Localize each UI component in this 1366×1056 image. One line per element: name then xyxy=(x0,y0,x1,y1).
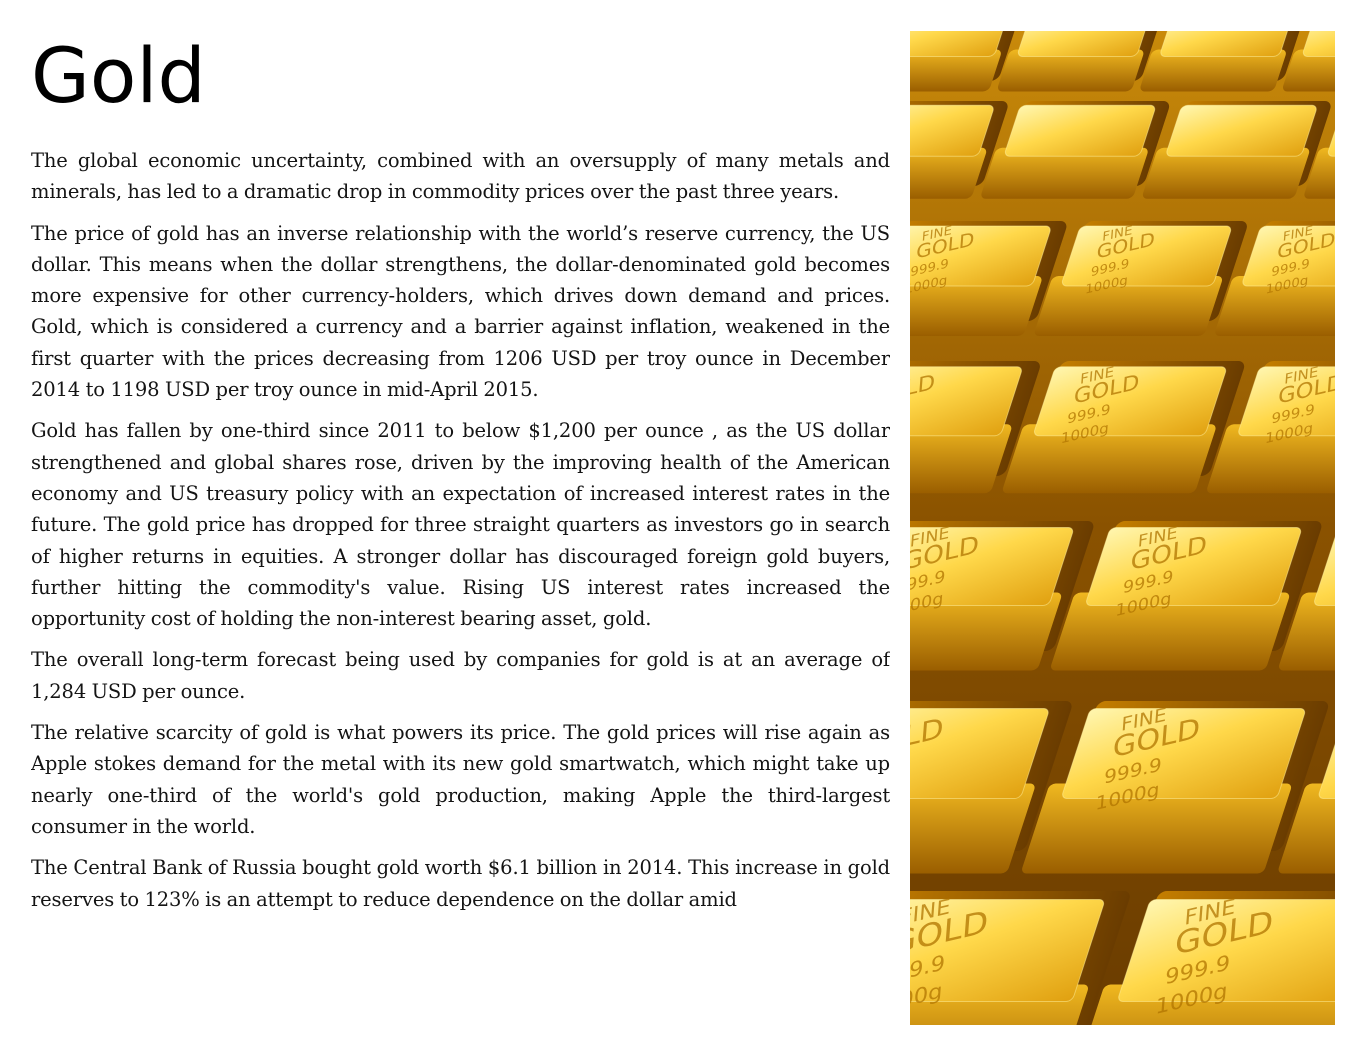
gold-bar xyxy=(1140,31,1304,92)
paragraph: Gold has fallen by one-third since 2011 … xyxy=(31,419,890,631)
paragraph: The Central Bank of Russia bought gold w… xyxy=(31,856,890,911)
gold-bar xyxy=(1282,31,1335,92)
gold-bars-photo: FINE GOLD 999.9 1000g FINE GOLD 999.9 1000g FINE… xyxy=(910,31,1335,1025)
gold-bar xyxy=(910,31,1019,92)
gold-bar xyxy=(1142,101,1331,199)
paragraph: The relative scarcity of gold is what po… xyxy=(31,721,890,838)
gold-bar xyxy=(981,101,1170,199)
article-body: The global economic uncertainty, combine… xyxy=(31,145,890,1025)
page-title: Gold xyxy=(31,31,206,120)
paragraph: The global economic uncertainty, combine… xyxy=(31,149,890,204)
paragraph: The price of gold has an inverse relatio… xyxy=(31,221,890,402)
paragraph: The overall long-term forecast being use… xyxy=(31,648,890,703)
gold-bar xyxy=(997,31,1162,92)
gold-bar xyxy=(910,101,1008,199)
